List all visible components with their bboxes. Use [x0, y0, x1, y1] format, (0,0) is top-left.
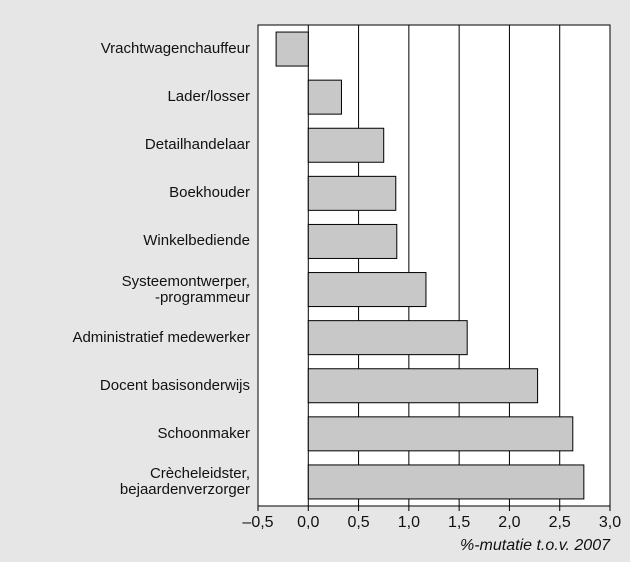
category-label: Winkelbediende: [143, 232, 250, 250]
category-label: Lader/losser: [167, 88, 250, 106]
bar: [307, 175, 397, 211]
plot-border: [257, 24, 611, 507]
bar: [307, 320, 468, 356]
category-label: Schoonmaker: [157, 424, 250, 442]
x-tick-label: 1,5: [448, 514, 470, 531]
category-label: Boekhouder: [169, 184, 250, 202]
category-label: Systeemontwerper, -programmeur: [121, 272, 250, 306]
category-label: Docent basisonderwijs: [99, 376, 250, 394]
category-label: Detailhandelaar: [144, 136, 250, 154]
category-label: Vrachtwagenchauffeur: [100, 40, 250, 58]
bar: [307, 464, 585, 500]
x-axis-label: %-mutatie t.o.v. 2007: [460, 537, 611, 554]
bar: [307, 127, 385, 163]
x-tick-label: 0,5: [347, 514, 369, 531]
bar: [307, 272, 427, 308]
x-tick-label: 3,0: [599, 514, 621, 531]
x-tick-label: 0,0: [297, 514, 319, 531]
x-tick-label: 2,5: [549, 514, 571, 531]
bar: [307, 368, 539, 404]
x-tick-label: –0,5: [242, 514, 273, 531]
x-tick-label: 2,0: [498, 514, 520, 531]
bar: [307, 416, 574, 452]
bar: [307, 223, 398, 259]
bar: [275, 31, 309, 67]
bar: [307, 79, 342, 115]
x-tick-label: 1,0: [398, 514, 420, 531]
category-label: Crècheleidster, bejaardenverzorger: [119, 464, 250, 498]
category-label: Administratief medewerker: [72, 328, 250, 346]
